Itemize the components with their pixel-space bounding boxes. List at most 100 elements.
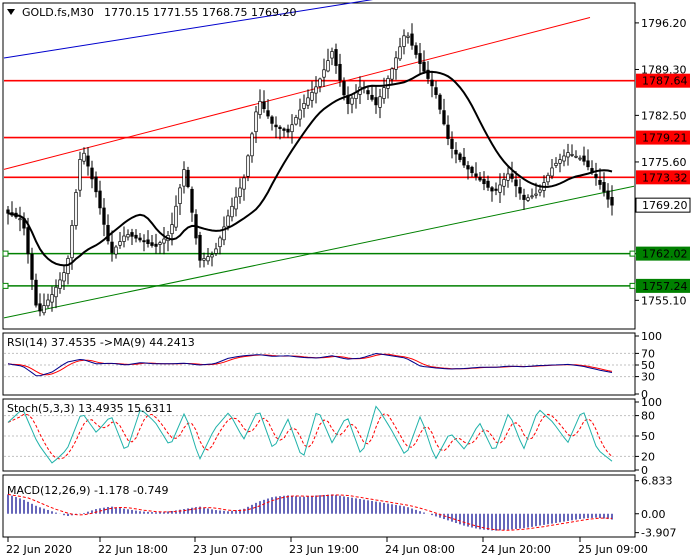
rising-channel-line (3, 17, 591, 170)
bull-candle (330, 51, 334, 59)
indicator-tick-label: 0 (641, 388, 648, 401)
bull-candle (70, 225, 74, 259)
bear-candle (438, 94, 442, 110)
bull-candle (54, 286, 58, 298)
bear-candle (474, 173, 478, 177)
time-tick-label: 24 Jun 20:00 (481, 543, 551, 556)
bear-candle (6, 209, 10, 214)
level-anchor-left[interactable] (2, 250, 9, 257)
bull-candle (310, 92, 314, 101)
bull-candle (242, 177, 246, 190)
macd-pane[interactable]: MACD(12,26,9) -1.178 -0.749 6.833 0.00 -3.… (2, 474, 676, 540)
bull-candle (554, 162, 558, 166)
bear-candle (462, 156, 466, 166)
bull-candle (218, 237, 222, 248)
bull-candle (386, 78, 390, 89)
bull-candle (214, 248, 218, 254)
bear-candle (418, 53, 422, 64)
bull-candle (230, 205, 234, 218)
level-tag-bg (636, 246, 690, 261)
macd-tick-label: 0.00 (641, 508, 666, 521)
support-level-tag: 1757.24 (636, 278, 690, 293)
bull-candle (578, 157, 582, 160)
bull-candle (174, 205, 178, 228)
level-anchor-left[interactable] (2, 282, 9, 289)
bull-candle (322, 69, 326, 78)
price-tick-label: 1755.10 (641, 294, 687, 307)
bear-candle (430, 79, 434, 87)
bear-candle (450, 138, 454, 149)
bull-candle (226, 215, 230, 227)
macd-axis: 6.833 0.00 -3.907 (635, 475, 676, 540)
resistance-level-tag: 1779.21 (636, 130, 690, 145)
bull-candle (398, 46, 402, 60)
bear-candle (470, 166, 474, 174)
last-price-tag: 1769.20 (635, 197, 691, 213)
bear-candle (338, 63, 342, 81)
support-level-tag: 1762.02 (636, 246, 690, 261)
signal-line (7, 413, 613, 460)
bull-candle (550, 167, 554, 177)
price-tick-label: 1782.50 (641, 109, 687, 122)
bull-candle (402, 35, 406, 47)
bull-candle (234, 196, 238, 210)
resistance-level-tag: 1787.64 (636, 73, 690, 88)
bull-candle (574, 155, 578, 158)
bear-candle (478, 177, 482, 181)
ohlc-readout: 1770.15 1771.55 1768.75 1769.20 (104, 6, 296, 19)
level-anchor-right[interactable] (629, 250, 636, 257)
bear-candle (490, 187, 494, 192)
bear-candle (38, 303, 42, 312)
macd-tick-label: -3.907 (641, 527, 676, 540)
bear-candle (598, 180, 602, 185)
time-axis: 22 Jun 2020 22 Jun 18:00 23 Jun 07:00 23 Ju… (6, 537, 648, 556)
bear-candle (154, 243, 158, 247)
bear-candle (366, 90, 370, 95)
time-tick-label: 22 Jun 2020 (6, 543, 72, 556)
level-tag-bg (636, 130, 690, 145)
level-tag-label: 1787.64 (642, 75, 688, 88)
bull-candle (526, 197, 530, 201)
stoch-pane-frame (2, 398, 636, 472)
bear-candle (130, 232, 134, 237)
bear-candle (370, 94, 374, 100)
bull-candle (238, 187, 242, 197)
main-line (7, 352, 613, 377)
indicator-tick-label: 20 (641, 450, 655, 463)
bear-candle (494, 188, 498, 191)
price-tick-label: 1796.20 (641, 17, 687, 30)
level-anchor-right[interactable] (629, 282, 636, 289)
macd-title: MACD(12,26,9) -1.178 -0.749 (7, 484, 168, 497)
main-pane[interactable]: GOLD.fs,M30 1770.15 1771.55 1768.75 1769… (2, 0, 691, 330)
bull-candle (390, 68, 394, 80)
bear-candle (146, 239, 150, 244)
bear-candle (602, 182, 606, 193)
time-tick-label: 23 Jun 07:00 (193, 543, 263, 556)
bear-candle (514, 179, 518, 187)
collapse-triangle-icon[interactable] (7, 9, 15, 15)
bull-candle (74, 192, 78, 226)
bull-candle (258, 101, 262, 115)
bull-candle (126, 234, 130, 238)
bull-candle (62, 272, 66, 282)
bear-candle (138, 237, 142, 241)
bull-candle (178, 187, 182, 204)
bear-candle (134, 234, 138, 239)
bull-candle (114, 246, 118, 255)
bull-candle (498, 184, 502, 193)
bear-candle (510, 173, 514, 179)
bull-candle (58, 279, 62, 289)
bear-candle (458, 153, 462, 160)
bull-candle (538, 189, 542, 193)
main-plot-area (2, 0, 636, 319)
bear-candle (102, 207, 106, 225)
rsi-pane[interactable]: RSI(14) 37.4535 ->MA(9) 44.2413 100 70503… (2, 330, 662, 401)
bull-candle (122, 235, 126, 242)
time-tick-label: 24 Jun 08:00 (385, 543, 455, 556)
indicator-tick-label: 30 (641, 371, 655, 384)
bear-candle (518, 187, 522, 194)
bear-candle (198, 234, 202, 261)
